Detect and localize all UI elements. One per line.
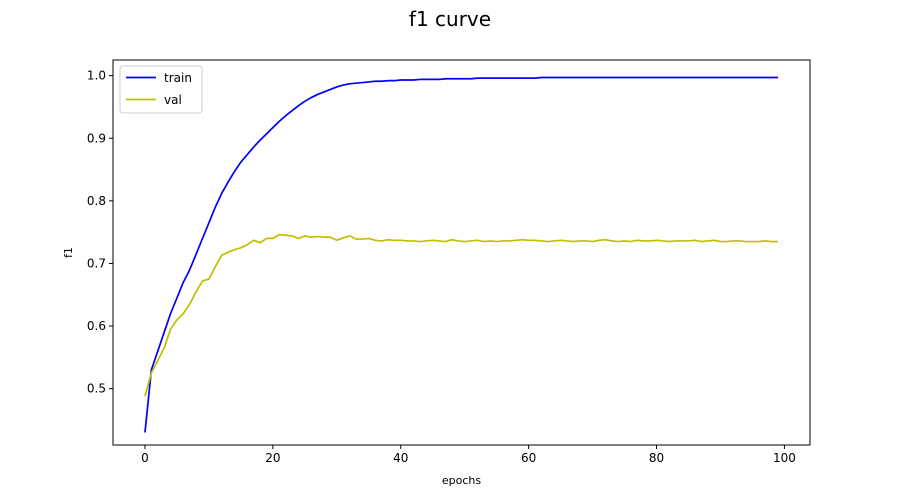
legend-label-val: val (164, 93, 182, 107)
x-axis-label: epochs (442, 474, 481, 487)
series-lines (144, 76, 779, 433)
y-tick-label: 0.7 (87, 256, 106, 270)
series-line-val (144, 233, 779, 397)
legend-label-train: train (164, 71, 192, 85)
y-axis: 0.5 0.6 0.7 0.8 0.9 1.0 (87, 69, 113, 396)
y-tick-label: 0.5 (87, 382, 106, 396)
y-tick-label: 0.6 (87, 319, 106, 333)
y-tick-label: 0.9 (87, 131, 106, 145)
plot-frame (112, 59, 811, 446)
x-tick-label: 40 (393, 451, 408, 465)
x-tick-label: 80 (649, 451, 664, 465)
x-tick-label: 60 (521, 451, 536, 465)
y-tick-label: 0.8 (87, 194, 106, 208)
series-line-train (144, 76, 779, 433)
chart-title: f1 curve (409, 7, 491, 31)
x-tick-label: 100 (773, 451, 796, 465)
x-tick-label: 20 (265, 451, 280, 465)
y-axis-label: f1 (62, 247, 75, 258)
y-tick-label: 1.0 (87, 69, 106, 83)
x-axis: 0 20 40 60 80 100 (141, 445, 796, 465)
x-tick-label: 0 (141, 451, 149, 465)
legend: train val (119, 65, 203, 114)
